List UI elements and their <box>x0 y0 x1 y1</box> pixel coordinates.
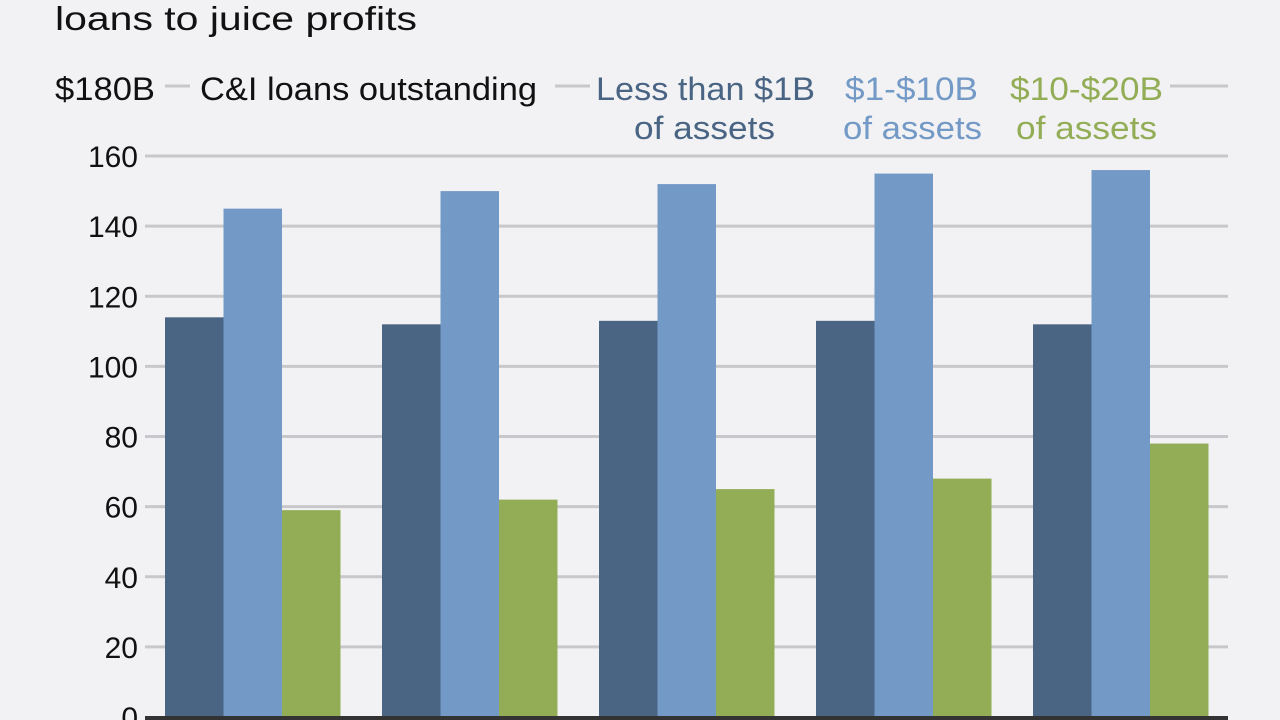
y-tick-label: 0 <box>121 702 138 720</box>
legend-series-1-line2: of assets <box>634 110 775 146</box>
chart-subtitle: loans to juice profits <box>55 0 417 37</box>
bar-series-1-group-1 <box>165 317 224 717</box>
bar-series-1-group-5 <box>1033 324 1092 717</box>
bar-series-2-group-4 <box>874 173 933 717</box>
legend: $180B C&I loans outstanding Less than $1… <box>55 71 1228 146</box>
legend-series-3-line1: $10-$20B <box>1010 71 1163 107</box>
y-tick-label: 120 <box>88 281 138 314</box>
chart-label: C&I loans outstanding <box>200 71 537 107</box>
y-tick-label: 160 <box>88 141 138 174</box>
y-tick-label: 80 <box>105 422 138 455</box>
legend-series-1-line1: Less than $1B <box>596 71 815 107</box>
y-tick-label: 40 <box>105 562 138 595</box>
bar-series-3-group-2 <box>499 499 558 717</box>
bar-series-3-group-4 <box>933 478 992 717</box>
legend-series-2-line2: of assets <box>843 110 982 146</box>
bar-series-1-group-4 <box>816 320 875 717</box>
bar-series-2-group-2 <box>440 191 499 718</box>
legend-series-3-line2: of assets <box>1016 110 1157 146</box>
bar-series-1-group-3 <box>599 320 658 717</box>
y-tick-label: 100 <box>88 351 138 384</box>
y-top-label: $180B <box>55 71 155 107</box>
bar-series-3-group-3 <box>716 489 775 717</box>
y-tick-label: 60 <box>105 492 138 525</box>
bar-series-2-group-5 <box>1091 170 1150 718</box>
bar-series-1-group-2 <box>382 324 441 717</box>
legend-series-2-line1: $1-$10B <box>845 71 978 107</box>
y-axis-ticks: 0 20 40 60 80 100 120 140 160 <box>88 141 138 720</box>
y-tick-label: 20 <box>105 632 138 665</box>
bar-series-3-group-1 <box>282 510 341 717</box>
bars <box>165 170 1209 718</box>
y-tick-label: 140 <box>88 211 138 244</box>
bar-series-2-group-1 <box>223 208 282 717</box>
bar-series-3-group-5 <box>1150 443 1209 717</box>
bar-series-2-group-3 <box>657 184 716 717</box>
